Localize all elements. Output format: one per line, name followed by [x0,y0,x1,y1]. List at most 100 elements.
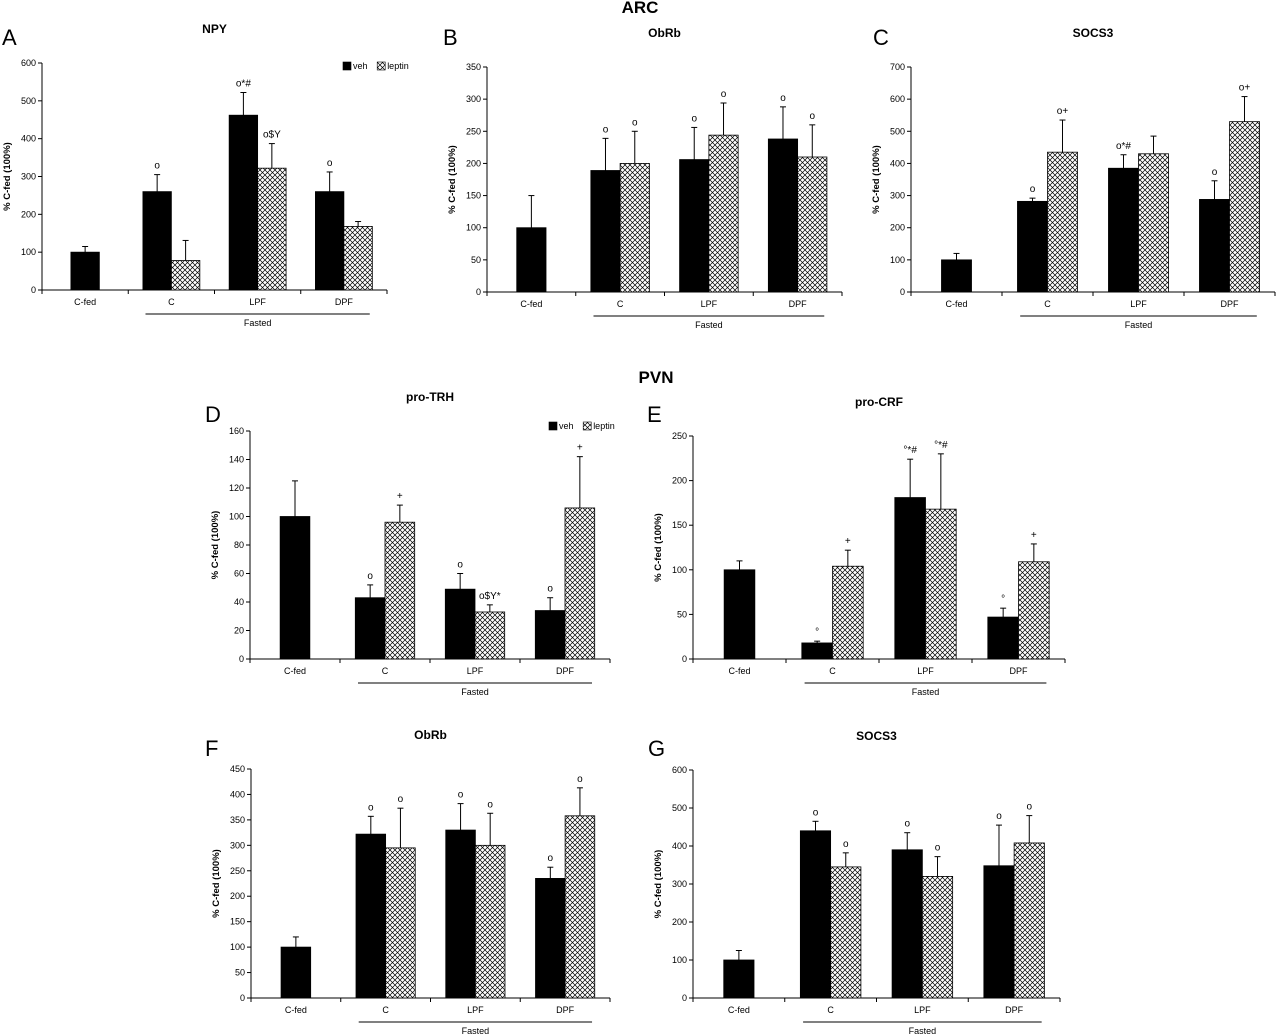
y-tick-label: 700 [890,62,905,72]
group-label: Fasted [461,687,489,697]
chart-panel-f: F ObRb % C-fed (100%) 0 50 100 150 200 250 300 350… [205,728,611,1034]
y-tick-label: 300 [466,94,481,104]
chart-panel-a: A NPY % C-fed (100%) 0 100 200 300 400 500 600 C-f… [2,22,409,328]
bar-leptin [1138,153,1169,293]
x-tick-label: LPF [914,1005,931,1015]
significance-marker: + [845,536,851,547]
y-tick-label: 200 [672,476,687,486]
legend-label-leptin: leptin [593,421,615,431]
bar-leptin [385,847,416,999]
y-tick-label: 500 [21,96,36,106]
x-tick-label: C-fed [945,299,967,309]
panel-letter: A [2,25,17,50]
panel-letter: C [873,25,889,50]
bar-leptin [170,260,201,291]
y-tick-label: 0 [240,993,245,1003]
y-tick-label: 400 [890,158,905,168]
bar-veh [723,959,755,999]
panel-letter: F [205,736,218,761]
bar-leptin [384,521,416,660]
bar-veh [1017,200,1048,293]
y-tick-label: 50 [235,968,245,978]
x-tick-label: C [168,297,175,307]
bar-veh [891,849,923,999]
bar-leptin [474,844,506,999]
x-tick-label: C [382,666,389,676]
y-axis-label: % C-fed (100%) [653,513,664,582]
x-tick-label: C [829,666,836,676]
bar-veh [315,191,345,291]
significance-marker: o [154,161,160,172]
chart-panel-b: B ObRb % C-fed (100%) 0 50 100 150 200 250 300 350… [443,25,843,330]
y-tick-label: 140 [229,455,244,465]
chart-title: NPY [202,22,227,36]
legend-swatch-leptin [582,421,592,431]
y-tick-label: 0 [900,287,905,297]
legend-label-leptin: leptin [387,61,409,71]
y-axis-label: % C-fed (100%) [653,850,664,919]
significance-marker: o [843,839,849,850]
x-tick-label: DPF [1010,666,1029,676]
x-tick-label: LPF [467,666,484,676]
bar-veh [723,569,756,660]
bar-leptin [708,134,739,293]
y-tick-label: 150 [230,917,245,927]
y-axis-label: % C-fed (100%) [2,142,13,211]
significance-marker: o [721,89,727,100]
y-tick-label: 0 [682,993,687,1003]
chart-title: pro-CRF [855,395,903,409]
bar-leptin [564,815,596,999]
y-tick-label: 400 [672,841,687,851]
y-tick-label: 80 [234,540,244,550]
bar-veh [355,833,387,999]
y-tick-label: 300 [21,172,36,182]
section-title-pvn: PVN [639,368,674,387]
bar-leptin [797,156,828,293]
significance-marker: o [1026,802,1032,813]
bar-veh [767,138,799,293]
x-tick-label: C [382,1005,389,1015]
x-tick-label: LPF [467,1005,484,1015]
significance-marker: o [632,117,638,128]
y-tick-label: 160 [229,426,244,436]
bar-leptin [925,508,957,660]
y-tick-label: 350 [466,62,481,72]
legend-swatch-veh [548,421,558,431]
bar-veh [941,259,972,293]
bar-leptin [921,876,954,999]
chart-title: SOCS3 [1073,26,1114,40]
significance-marker: o*# [1116,141,1131,152]
bar-leptin [830,866,862,999]
legend-label-veh: veh [559,421,574,431]
y-tick-label: 450 [230,764,245,774]
significance-marker: °*# [903,445,917,456]
significance-marker: o+ [1239,83,1251,94]
significance-marker: o [458,790,464,801]
y-tick-label: 500 [672,803,687,813]
chart-title: ObRb [648,26,681,40]
bar-leptin [619,163,650,293]
bar-leptin [564,507,596,660]
panel-letter: G [648,736,665,761]
significance-marker: o [577,774,583,785]
significance-marker: o [1212,167,1218,178]
x-tick-label: C-fed [520,299,542,309]
y-tick-label: 100 [230,942,245,952]
y-tick-label: 200 [21,209,36,219]
chart-title: SOCS3 [856,729,897,743]
chart-panel-c: C SOCS3 % C-fed (100%) 0 100 200 300 400 500 600 7… [871,25,1276,330]
x-tick-label: DPF [556,666,575,676]
chart-panel-g: G SOCS3 % C-fed (100%) 0 100 200 300 400 500 600 C… [648,729,1061,1034]
significance-marker: o$Y [263,130,281,141]
y-tick-label: 0 [682,654,687,664]
bar-leptin [1047,151,1078,293]
x-tick-label: DPF [556,1005,575,1015]
x-tick-label: LPF [701,299,718,309]
y-axis-label: % C-fed (100%) [211,849,222,918]
bar-leptin [1013,842,1045,999]
significance-marker: o [603,124,609,135]
y-tick-label: 40 [234,597,244,607]
x-tick-label: C-fed [74,297,96,307]
